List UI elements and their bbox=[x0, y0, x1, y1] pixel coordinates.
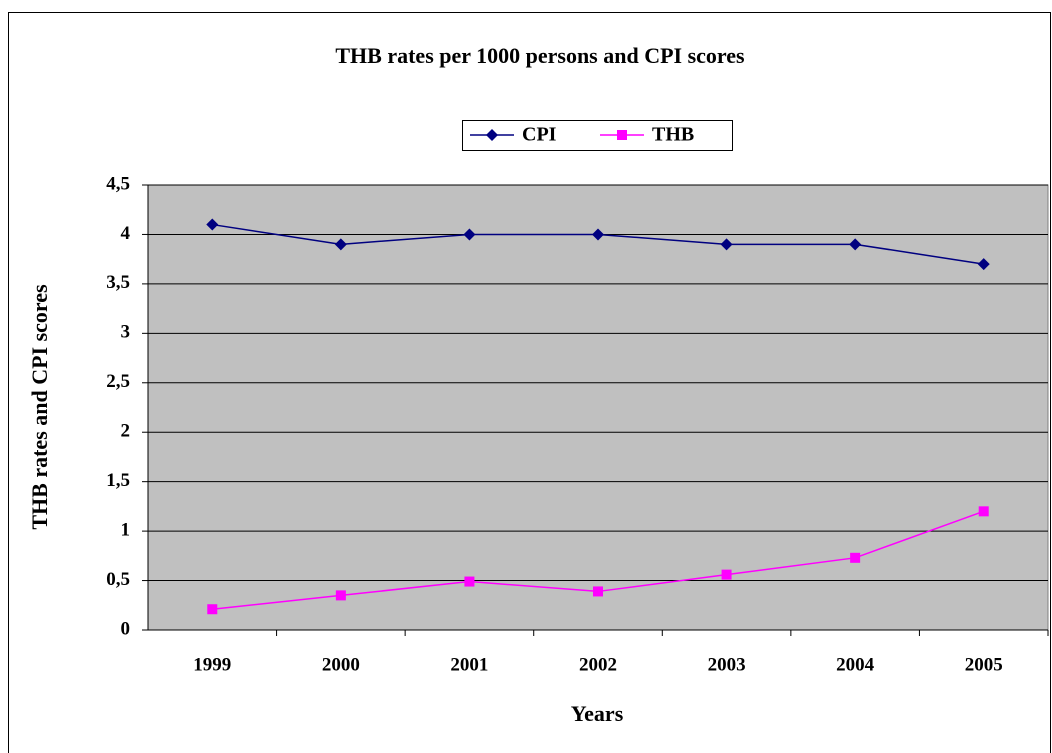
y-tick-label: 2,5 bbox=[106, 371, 130, 392]
y-axis-label: THB rates and CPI scores bbox=[27, 284, 52, 530]
y-tick-label: 3,5 bbox=[106, 272, 130, 293]
x-tick-label: 2000 bbox=[322, 654, 360, 675]
x-tick-label: 2005 bbox=[965, 654, 1003, 675]
y-tick-label: 3 bbox=[121, 322, 131, 343]
data-point bbox=[335, 590, 346, 601]
data-point bbox=[850, 552, 861, 563]
plot-area bbox=[147, 184, 1049, 631]
data-point bbox=[464, 576, 475, 587]
x-tick-label: 2001 bbox=[450, 654, 488, 675]
y-tick-label: 4,5 bbox=[106, 173, 130, 194]
data-point bbox=[207, 604, 218, 615]
data-point bbox=[463, 228, 476, 241]
x-tick-label: 1999 bbox=[193, 654, 231, 675]
legend-marker bbox=[617, 130, 627, 140]
data-point bbox=[977, 258, 990, 271]
legend-marker bbox=[486, 129, 498, 141]
chart-title: THB rates per 1000 persons and CPI score… bbox=[335, 43, 745, 68]
data-point bbox=[849, 238, 862, 251]
legend-label: THB bbox=[652, 124, 694, 146]
x-tick-label: 2004 bbox=[836, 654, 875, 675]
data-point bbox=[978, 506, 989, 517]
y-tick-label: 4 bbox=[121, 223, 131, 244]
data-point bbox=[334, 238, 347, 251]
y-tick-label: 0 bbox=[121, 618, 131, 639]
y-tick-label: 2 bbox=[121, 421, 131, 442]
y-tick-label: 0,5 bbox=[106, 569, 130, 590]
y-tick-label: 1 bbox=[121, 519, 131, 540]
legend-label: CPI bbox=[522, 124, 557, 146]
x-tick-label: 2002 bbox=[579, 654, 617, 675]
data-point bbox=[593, 586, 603, 597]
x-axis-label: Years bbox=[571, 701, 624, 726]
data-point bbox=[720, 238, 733, 251]
data-point bbox=[592, 228, 604, 241]
data-point bbox=[721, 569, 732, 580]
x-tick-label: 2003 bbox=[708, 654, 746, 675]
y-tick-label: 1,5 bbox=[106, 470, 130, 491]
data-point bbox=[206, 218, 219, 231]
